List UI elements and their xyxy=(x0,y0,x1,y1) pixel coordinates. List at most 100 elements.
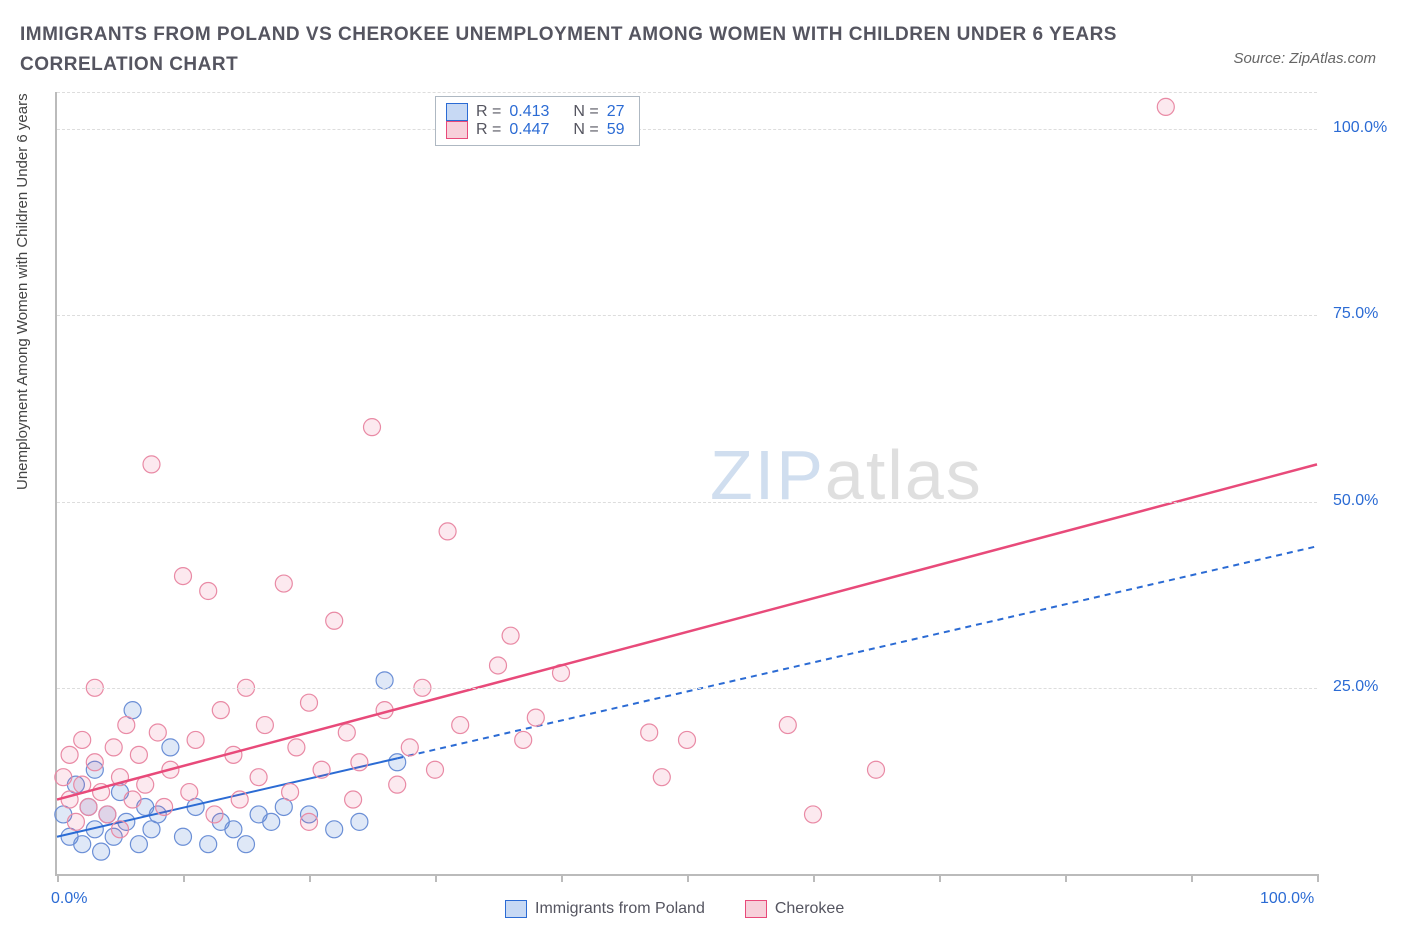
scatter-point xyxy=(490,657,507,674)
scatter-point xyxy=(401,739,418,756)
scatter-point xyxy=(93,843,110,860)
r-value-2: 0.447 xyxy=(509,121,549,139)
scatter-point xyxy=(653,769,670,786)
scatter-point xyxy=(641,724,658,741)
legend-stats-box: R = 0.413 N = 27 R = 0.447 N = 59 xyxy=(435,96,640,146)
x-tick xyxy=(435,874,437,882)
scatter-point xyxy=(149,724,166,741)
scatter-point xyxy=(779,717,796,734)
scatter-point xyxy=(805,806,822,823)
x-tick-label: 100.0% xyxy=(1260,890,1370,908)
r-label-2: R = xyxy=(476,121,501,139)
scatter-point xyxy=(256,717,273,734)
scatter-point xyxy=(502,627,519,644)
scatter-point xyxy=(200,836,217,853)
x-tick xyxy=(1191,874,1193,882)
gridline xyxy=(57,92,1317,93)
scatter-point xyxy=(351,813,368,830)
y-axis-label: Unemployment Among Women with Children U… xyxy=(14,93,31,490)
scatter-svg xyxy=(57,92,1317,874)
scatter-point xyxy=(105,739,122,756)
gridline xyxy=(57,502,1317,503)
legend-stats-row-2: R = 0.447 N = 59 xyxy=(446,121,625,139)
scatter-point xyxy=(338,724,355,741)
scatter-point xyxy=(55,769,72,786)
y-tick-label: 75.0% xyxy=(1333,305,1378,323)
scatter-point xyxy=(200,582,217,599)
scatter-point xyxy=(1157,98,1174,115)
n-value-2: 59 xyxy=(607,121,625,139)
x-tick xyxy=(57,874,59,882)
scatter-point xyxy=(187,731,204,748)
scatter-point xyxy=(679,731,696,748)
scatter-point xyxy=(351,754,368,771)
scatter-point xyxy=(112,821,129,838)
scatter-point xyxy=(124,791,141,808)
scatter-point xyxy=(61,746,78,763)
scatter-point xyxy=(162,739,179,756)
scatter-point xyxy=(389,776,406,793)
scatter-point xyxy=(868,761,885,778)
x-tick xyxy=(1065,874,1067,882)
scatter-point xyxy=(364,419,381,436)
scatter-point xyxy=(181,784,198,801)
scatter-point xyxy=(130,836,147,853)
swatch-series-1-b xyxy=(505,900,527,918)
scatter-point xyxy=(326,821,343,838)
swatch-series-2 xyxy=(446,121,468,139)
plot-area xyxy=(55,92,1317,876)
scatter-point xyxy=(74,731,91,748)
scatter-point xyxy=(263,813,280,830)
swatch-series-1 xyxy=(446,103,468,121)
n-label-1: N = xyxy=(573,103,598,121)
x-tick xyxy=(1317,874,1319,882)
legend-stats-row-1: R = 0.413 N = 27 xyxy=(446,103,625,121)
scatter-point xyxy=(389,754,406,771)
regression-line xyxy=(57,464,1317,799)
scatter-point xyxy=(67,813,84,830)
scatter-point xyxy=(175,568,192,585)
scatter-point xyxy=(376,672,393,689)
gridline xyxy=(57,129,1317,130)
scatter-point xyxy=(439,523,456,540)
x-tick xyxy=(813,874,815,882)
scatter-point xyxy=(452,717,469,734)
y-tick-label: 50.0% xyxy=(1333,492,1378,510)
scatter-point xyxy=(313,761,330,778)
x-tick-label: 0.0% xyxy=(51,890,87,908)
scatter-point xyxy=(427,761,444,778)
series-1-name: Immigrants from Poland xyxy=(535,900,705,918)
chart-title: IMMIGRANTS FROM POLAND VS CHEROKEE UNEMP… xyxy=(20,20,1130,81)
scatter-point xyxy=(80,798,97,815)
swatch-series-2-b xyxy=(745,900,767,918)
scatter-point xyxy=(527,709,544,726)
x-tick xyxy=(183,874,185,882)
n-value-1: 27 xyxy=(607,103,625,121)
x-tick xyxy=(939,874,941,882)
gridline xyxy=(57,688,1317,689)
scatter-point xyxy=(86,754,103,771)
scatter-point xyxy=(301,694,318,711)
series-2-name: Cherokee xyxy=(775,900,844,918)
source-attribution: Source: ZipAtlas.com xyxy=(1233,50,1376,67)
scatter-point xyxy=(99,806,116,823)
scatter-point xyxy=(282,784,299,801)
scatter-point xyxy=(74,836,91,853)
scatter-point xyxy=(130,746,147,763)
scatter-point xyxy=(206,806,223,823)
gridline xyxy=(57,315,1317,316)
scatter-point xyxy=(345,791,362,808)
scatter-point xyxy=(175,828,192,845)
scatter-point xyxy=(231,791,248,808)
scatter-point xyxy=(156,798,173,815)
scatter-point xyxy=(225,821,242,838)
legend-item-2: Cherokee xyxy=(745,900,844,918)
scatter-point xyxy=(212,702,229,719)
r-value-1: 0.413 xyxy=(509,103,549,121)
r-label-1: R = xyxy=(476,103,501,121)
x-tick xyxy=(561,874,563,882)
scatter-point xyxy=(143,456,160,473)
y-tick-label: 25.0% xyxy=(1333,678,1378,696)
scatter-point xyxy=(326,612,343,629)
scatter-point xyxy=(288,739,305,756)
